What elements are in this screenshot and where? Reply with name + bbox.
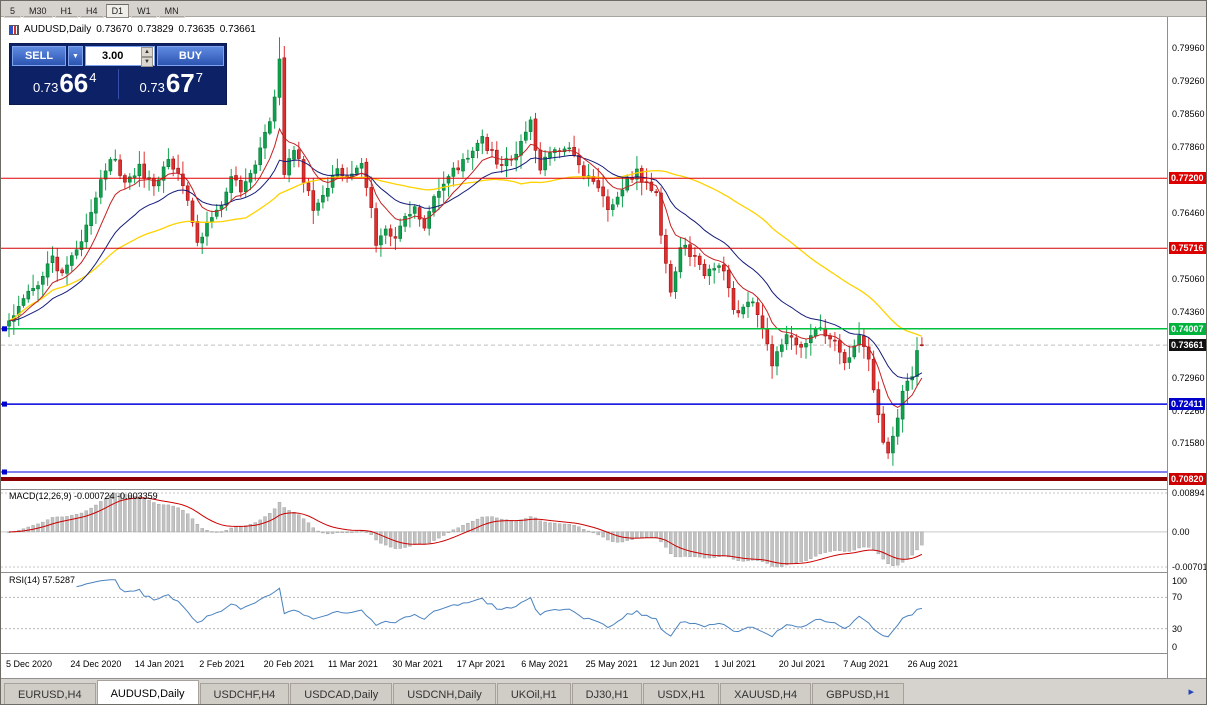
timeframe-button-5[interactable]: 5	[4, 4, 22, 18]
time-axis-label: 30 Mar 2021	[392, 659, 443, 669]
price-line-label: 0.72411	[1169, 398, 1206, 411]
line-handle[interactable]	[2, 469, 7, 475]
time-axis-label: 17 Apr 2021	[456, 659, 506, 669]
tab-scroll-right-icon[interactable]: ▸	[1188, 686, 1194, 698]
one-click-trading-panel: SELL ▼ 3.00 ▲ ▼ BUY 0.73 66 4 0.73 67 7	[9, 43, 227, 105]
price-line-label: 0.77200	[1169, 172, 1206, 185]
price-line-label: 0.74007	[1169, 322, 1206, 335]
price-line-label: 0.73661	[1169, 339, 1206, 352]
time-axis: 5 Dec 2020 24 Dec 2020 14 Jan 2021 2 Feb 20…	[1, 654, 1167, 678]
time-axis-label: 2 Feb 2021	[199, 659, 245, 669]
order-dropdown-button[interactable]: ▼	[68, 46, 83, 66]
time-axis-label: 14 Jan 2021	[134, 659, 185, 669]
chevron-down-icon: ▼	[72, 52, 79, 60]
time-axis-label: 26 Aug 2021	[907, 659, 959, 669]
macd-axis-label: 0.00	[1172, 526, 1190, 537]
volume-value: 3.00	[102, 50, 124, 62]
bid-price: 0.73 66 4	[12, 67, 118, 98]
timeframe-button-m30[interactable]: M30	[23, 4, 53, 18]
tab-audusd-daily[interactable]: AUDUSD,Daily	[96, 680, 199, 704]
time-axis-label: 25 May 2021	[585, 659, 638, 669]
time-axis-label: 7 Aug 2021	[843, 659, 889, 669]
macd-axis-label: 0.00894	[1172, 488, 1205, 498]
timeframe-button-w1[interactable]: W1	[131, 4, 157, 18]
panel-separators	[1, 344, 1167, 654]
ohlc-high: 0.73829	[137, 24, 174, 35]
ask-prefix: 0.73	[139, 79, 165, 95]
ask-pip-digit: 7	[195, 69, 203, 85]
chevron-down-icon: ▼	[141, 57, 153, 67]
ask-big-digits: 67	[165, 67, 195, 98]
time-axis-label: 20 Jul 2021	[778, 659, 826, 669]
timeframe-button-mn[interactable]: MN	[158, 4, 185, 18]
price-axis-label: 0.79260	[1172, 76, 1205, 87]
bid-big-digits: 66	[59, 67, 89, 98]
price-axis-label: 0.79960	[1172, 43, 1205, 54]
horizontal-lines-layer[interactable]	[1, 177, 1167, 481]
price-line-label: 0.70820	[1169, 473, 1206, 486]
ohlc-open: 0.73670	[96, 24, 133, 35]
price-axis-label: 0.74360	[1172, 307, 1205, 318]
price-axis-label: 0.75060	[1172, 274, 1205, 285]
tab-usdchf-h4[interactable]: USDCHF,H4	[199, 683, 290, 704]
candles-layer	[7, 37, 924, 466]
tab-dj30-h1[interactable]: DJ30,H1	[571, 683, 643, 704]
time-axis-label: 6 May 2021	[521, 659, 569, 669]
timeframe-button-h1[interactable]: H1	[54, 4, 79, 18]
ohlc-close: 0.73661	[219, 24, 256, 35]
buy-button[interactable]: BUY	[157, 46, 224, 66]
macd-indicator-label: MACD(12,26,9) -0.000724 -0.003359	[9, 491, 158, 501]
chart-tabs-bar: EURUSD,H4 AUDUSD,Daily USDCHF,H4 USDCAD,Dai…	[1, 678, 1206, 704]
price-line-label: 0.75716	[1169, 242, 1206, 255]
chart-ohlc-header: AUDUSD,Daily 0.73670 0.73829 0.73635 0.7…	[9, 24, 256, 35]
volume-input[interactable]: 3.00 ▲ ▼	[85, 46, 155, 67]
tab-xauusd-h4[interactable]: XAUUSD,H4	[720, 683, 812, 704]
rsi-layer	[1, 579, 1167, 638]
rsi-axis-label: 30	[1172, 623, 1183, 634]
rsi-axis-label: 70	[1172, 592, 1183, 603]
price-axis-label: 0.71580	[1172, 438, 1205, 449]
tab-usdcnh-daily[interactable]: USDCNH,Daily	[393, 683, 496, 704]
chevron-up-icon: ▲	[141, 47, 153, 57]
macd-axis-label: -0.00701	[1172, 562, 1207, 572]
price-axis-label: 0.77860	[1172, 142, 1205, 153]
time-axis-label: 5 Dec 2020	[6, 659, 53, 669]
rsi-axis-label: 0	[1172, 642, 1178, 652]
price-axis-label: 0.76460	[1172, 208, 1205, 219]
timeframe-button-d1[interactable]: D1	[105, 4, 130, 18]
ask-price: 0.73 67 7	[119, 67, 225, 98]
moving-averages-layer	[8, 127, 923, 408]
price-chart-canvas[interactable]	[1, 1, 1167, 654]
timeframe-button-h4[interactable]: H4	[80, 4, 104, 18]
tab-usdcad-daily[interactable]: USDCAD,Daily	[290, 683, 393, 704]
tab-usdx-h1[interactable]: USDX,H1	[643, 683, 720, 704]
time-axis-label: 12 Jun 2021	[650, 659, 700, 669]
chart-icon	[9, 24, 19, 35]
rsi-indicator-label: RSI(14) 57.5287	[9, 575, 76, 585]
price-axis-label: 0.72260	[1172, 406, 1205, 417]
bid-prefix: 0.73	[33, 79, 59, 95]
time-axis-label: 20 Feb 2021	[263, 659, 315, 669]
tab-eurusd-h4[interactable]: EURUSD,H4	[4, 683, 96, 704]
price-axis-label: 0.78560	[1172, 109, 1205, 120]
time-axis-label: 11 Mar 2021	[328, 659, 378, 669]
bid-pip-digit: 4	[89, 69, 97, 85]
timeframe-toolbar: 5 M30 H1 H4 D1 W1 MN	[1, 1, 1206, 18]
price-axis-label: 0.72960	[1172, 373, 1205, 384]
ohlc-low: 0.73635	[178, 24, 215, 35]
tab-ukoil-h1[interactable]: UKOil,H1	[496, 683, 571, 704]
tab-gbpusd-h1[interactable]: GBPUSD,H1	[812, 683, 904, 704]
time-axis-label: 1 Jul 2021	[714, 659, 756, 669]
line-handle[interactable]	[2, 401, 7, 407]
macd-layer	[1, 492, 1167, 568]
price-axis: 0.79960 0.79260 0.78560 0.77860 0.76460 0.750…	[1167, 17, 1207, 678]
sell-button[interactable]: SELL	[12, 46, 66, 66]
volume-stepper[interactable]: ▲ ▼	[141, 47, 153, 67]
price-divider	[117, 69, 119, 99]
time-axis-label: 24 Dec 2020	[70, 659, 122, 669]
chart-symbol: AUDUSD,Daily	[24, 24, 92, 35]
rsi-axis-label: 100	[1172, 576, 1188, 586]
line-handle[interactable]	[2, 326, 7, 332]
